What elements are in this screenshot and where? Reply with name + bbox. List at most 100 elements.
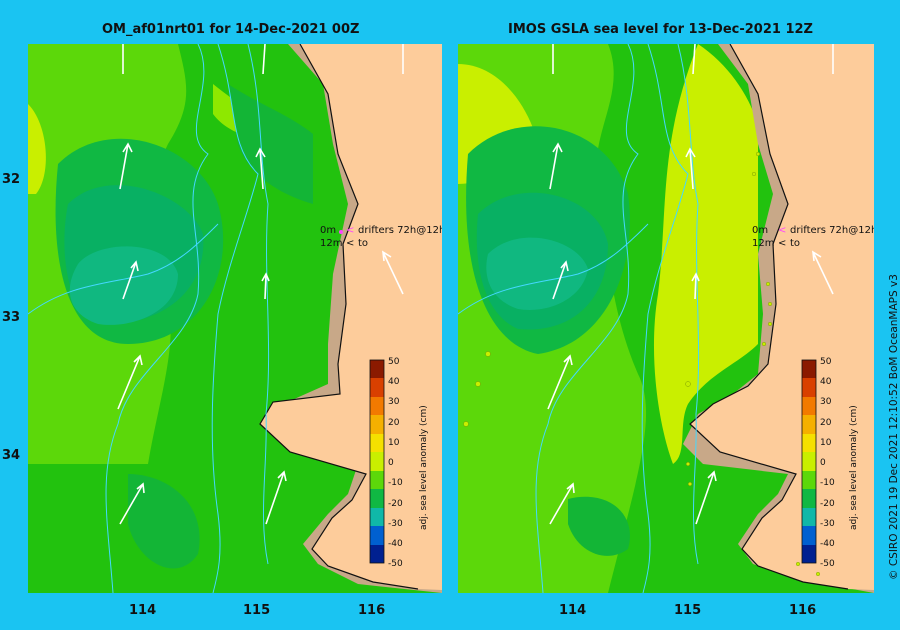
colorbar-segment — [370, 526, 384, 545]
current-arrow — [692, 44, 696, 75]
sampling-point — [766, 281, 771, 286]
anomaly-low-3 — [486, 237, 588, 310]
lon-tick-115: 115 — [243, 603, 271, 618]
colorbar-segment — [802, 434, 816, 452]
land — [260, 44, 442, 590]
colorbar-tick-label: -50 — [820, 559, 835, 569]
current-arrow — [119, 142, 133, 190]
colorbar-tick-label: 0 — [388, 458, 394, 468]
colorbar-segment — [370, 545, 384, 563]
colorbar-segment — [370, 471, 384, 489]
lat-tick-33: 33 — [2, 310, 21, 325]
colorbar-tick-label: 20 — [388, 418, 400, 428]
colorbar: 50 40 30 20 10 0 -10 -20 -30 -40 -50 adj… — [369, 357, 429, 569]
colorbar-tick-label: -20 — [388, 499, 403, 509]
current-arrow — [695, 470, 717, 525]
colorbar-tick-label: -20 — [820, 499, 835, 509]
current-arrow — [265, 470, 287, 525]
lon-tick-116: 116 — [789, 603, 817, 618]
colorbar-segment — [801, 359, 817, 564]
colorbar-segment — [802, 508, 816, 526]
lat-tick-32: 32 — [2, 172, 21, 187]
sampling-point — [339, 230, 343, 234]
credit-text: © CSIRO 2021 19 Dec 2021 12:10:52 BoM Oc… — [888, 274, 900, 580]
anomaly-low-5 — [228, 84, 313, 204]
colorbar-tick-label: 30 — [388, 397, 400, 407]
anomaly-low-3 — [69, 246, 178, 325]
colorbar-tick-label: -10 — [388, 478, 403, 488]
current-arrow — [549, 142, 563, 190]
colorbar-segment — [802, 415, 816, 434]
colorbar-segment — [370, 378, 384, 397]
colorbar-tick-label: 30 — [820, 397, 832, 407]
panel-1-title: OM_af01nrt01 for 14-Dec-2021 00Z — [102, 22, 360, 37]
colorbar-segment — [370, 508, 384, 526]
colorbar-segment — [802, 526, 816, 545]
legend-line2-text: to — [358, 238, 368, 249]
colorbar-segment — [802, 452, 816, 471]
colorbar-tick-label: 20 — [820, 418, 832, 428]
depth-contour-3 — [677, 44, 700, 565]
lon-tick-114: 114 — [559, 603, 587, 618]
colorbar-tick-label: 0 — [820, 458, 826, 468]
colorbar-segment — [369, 359, 385, 564]
current-arrow — [122, 260, 139, 300]
current-arrow — [262, 44, 266, 75]
sampling-point — [796, 562, 801, 567]
sampling-point — [816, 572, 821, 577]
colorbar-tick-label: 10 — [820, 438, 832, 448]
lat-tick-34: 34 — [2, 448, 21, 463]
drifter-marker-icon: < — [778, 225, 786, 236]
sampling-point — [685, 462, 690, 467]
depth-contour-2 — [211, 44, 259, 593]
colorbar-seg — [370, 360, 384, 378]
current-arrows — [117, 44, 404, 525]
sampling-point — [762, 342, 767, 347]
legend-line1-depth: 0m — [752, 225, 768, 236]
colorbar-segment — [370, 489, 384, 508]
colorbar-segment — [370, 452, 384, 471]
current-arrow — [119, 482, 145, 525]
colorbar-tick-label: -30 — [820, 519, 835, 529]
colorbar-tick-label: 40 — [388, 377, 400, 387]
colorbar-tick-label: -40 — [388, 539, 403, 549]
colorbar-label: adj. sea level anomaly (cm) — [849, 405, 859, 530]
anomaly-yellow-east — [653, 44, 758, 464]
colorbar-segment — [370, 434, 384, 452]
coastline — [689, 44, 849, 590]
legend-line1-text: drifters 72h@12h — [358, 225, 442, 236]
current-arrows — [547, 44, 834, 525]
colorbar-segment — [802, 489, 816, 508]
sampling-point — [756, 151, 761, 156]
sampling-point — [687, 482, 692, 487]
colorbar-tick-label: -50 — [388, 559, 403, 569]
colorbar-tick-label: 10 — [388, 438, 400, 448]
colorbar: 50 40 30 20 10 0 -10 -20 -30 -40 -50 adj… — [801, 357, 859, 569]
colorbar-segment — [802, 397, 816, 415]
colorbar-segment — [370, 415, 384, 434]
sampling-points — [463, 151, 821, 577]
sampling-point — [485, 351, 491, 357]
legend-line1-depth: 0m — [320, 225, 336, 236]
colorbar-segment — [802, 378, 816, 397]
current-arrow — [812, 250, 834, 295]
anomaly-low-4 — [128, 474, 200, 569]
depth-contour-2 — [641, 44, 689, 593]
colorbar-segment — [802, 360, 816, 378]
current-arrow — [547, 354, 573, 410]
lon-tick-114: 114 — [129, 603, 157, 618]
current-arrow — [552, 260, 569, 300]
colorbar-tick-label: 40 — [820, 377, 832, 387]
sampling-point — [768, 302, 773, 307]
sampling-point — [752, 171, 757, 176]
current-arrow — [382, 250, 404, 295]
current-arrow — [549, 482, 575, 525]
current-arrow — [255, 147, 266, 190]
legend-line2-text: to — [790, 238, 800, 249]
legend-line2-depth: 12m — [320, 238, 342, 249]
colorbar-tick-label: -10 — [820, 478, 835, 488]
legend-line1-text: drifters 72h@12h — [790, 225, 874, 236]
colorbar-label: adj. sea level anomaly (cm) — [419, 405, 429, 530]
colorbar-tick-label: 50 — [820, 357, 832, 367]
map-panel-2: 0m < drifters 72h@12h 12m < to 50 40 30 … — [458, 44, 874, 593]
